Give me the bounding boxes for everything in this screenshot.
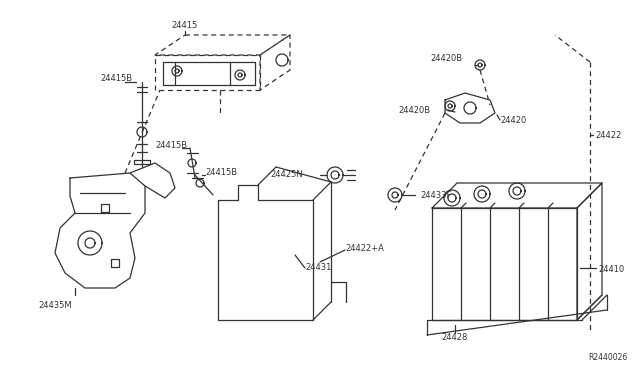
Text: 24422: 24422	[595, 131, 621, 140]
Text: 24425N: 24425N	[270, 170, 303, 179]
Text: 24415B: 24415B	[100, 74, 132, 83]
Text: 24431: 24431	[305, 263, 332, 273]
Text: 24415B: 24415B	[155, 141, 187, 150]
Text: 24415: 24415	[172, 20, 198, 29]
Text: 24420B: 24420B	[430, 54, 462, 62]
Text: R2440026: R2440026	[589, 353, 628, 362]
Text: 24428: 24428	[442, 334, 468, 343]
Text: 24410: 24410	[598, 266, 624, 275]
Text: 24420B: 24420B	[398, 106, 430, 115]
Text: 24415B: 24415B	[205, 167, 237, 176]
Text: 24420: 24420	[500, 115, 526, 125]
Text: 24433F: 24433F	[420, 190, 451, 199]
Text: 24422+A: 24422+A	[345, 244, 384, 253]
Text: 24435M: 24435M	[38, 301, 72, 310]
